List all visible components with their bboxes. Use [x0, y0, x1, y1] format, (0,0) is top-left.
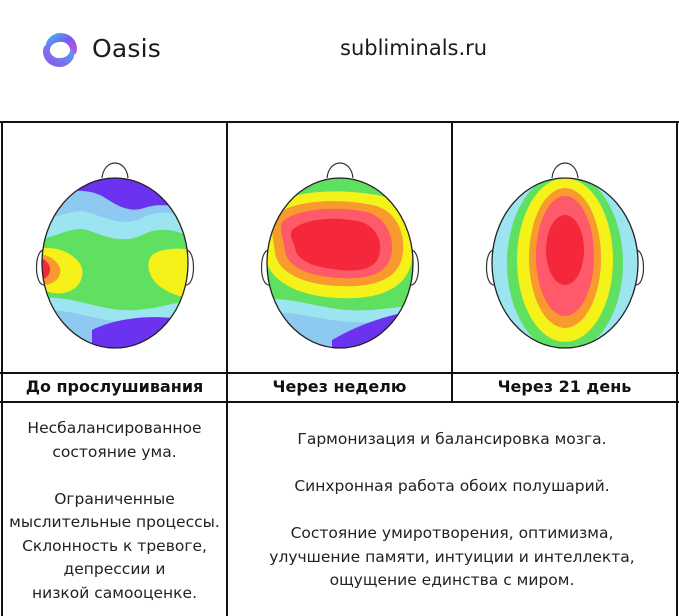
caption-top-border	[0, 372, 679, 374]
site-url: subliminals.ru	[340, 36, 488, 60]
description-line: Склонность к тревоге,	[22, 536, 207, 555]
description-line: состояние ума.	[52, 442, 177, 461]
description-before: Несбалансированное состояние ума. Ограни…	[3, 417, 226, 605]
oasis-logo-icon	[43, 33, 77, 67]
table-right-border	[676, 121, 678, 616]
description-line: мыслительные процессы.	[9, 513, 220, 531]
brand-name: Oasis	[92, 34, 161, 63]
description-line: улучшение памяти, интуиции и интеллекта,	[269, 547, 635, 566]
description-line: Ограниченные	[54, 489, 175, 508]
description-line: Гармонизация и балансировка мозга.	[297, 430, 607, 448]
caption-before: До прослушивания	[25, 377, 204, 396]
header: Oasis subliminals.ru	[0, 0, 679, 110]
column-divider-1	[226, 121, 228, 616]
table-top-border	[0, 121, 679, 123]
brain-map-21-days	[485, 162, 645, 349]
description-line	[228, 499, 676, 523]
description-line: Состояние умиротворения, оптимизма,	[290, 524, 614, 542]
caption-week: Через неделю	[272, 377, 407, 396]
nose-icon	[101, 162, 129, 179]
description-after: Гармонизация и балансировка мозга. Синхр…	[228, 428, 676, 593]
caption-21-days: Через 21 день	[497, 377, 632, 396]
table-left-border	[1, 121, 3, 616]
brain-map-before	[35, 162, 195, 349]
brain-map-week	[260, 162, 420, 349]
description-line: низкой самооценке.	[31, 583, 198, 602]
description-line	[228, 452, 676, 476]
caption-bottom-border	[0, 401, 679, 403]
column-divider-2	[451, 121, 453, 403]
description-line	[3, 464, 226, 488]
nose-icon	[326, 162, 354, 179]
description-line: Несбалансированное	[27, 419, 202, 437]
description-line: депрессии и	[63, 560, 166, 578]
description-line: ощущение единства с миром.	[329, 571, 575, 589]
nose-icon	[551, 162, 579, 179]
description-line: Синхронная работа обоих полушарий.	[294, 477, 610, 495]
